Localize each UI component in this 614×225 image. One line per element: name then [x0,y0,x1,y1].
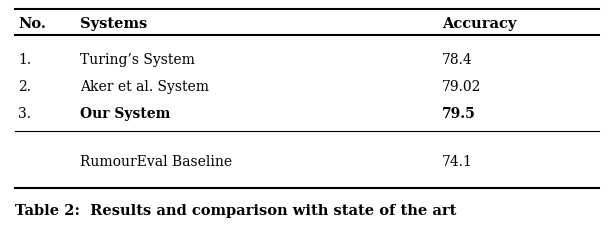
Text: No.: No. [18,17,46,31]
Text: RumourEval Baseline: RumourEval Baseline [80,154,232,168]
Text: 74.1: 74.1 [442,154,473,168]
Text: Turing’s System: Turing’s System [80,53,195,67]
Text: 2.: 2. [18,80,31,94]
Text: Aker et al. System: Aker et al. System [80,80,209,94]
Text: Systems: Systems [80,17,147,31]
Text: 1.: 1. [18,53,31,67]
Text: Our System: Our System [80,107,170,121]
Text: 79.02: 79.02 [442,80,481,94]
Text: Table 2:  Results and comparison with state of the art: Table 2: Results and comparison with sta… [15,203,457,217]
Text: 3.: 3. [18,107,31,121]
Text: 79.5: 79.5 [442,107,476,121]
Text: 78.4: 78.4 [442,53,473,67]
Text: Accuracy: Accuracy [442,17,516,31]
